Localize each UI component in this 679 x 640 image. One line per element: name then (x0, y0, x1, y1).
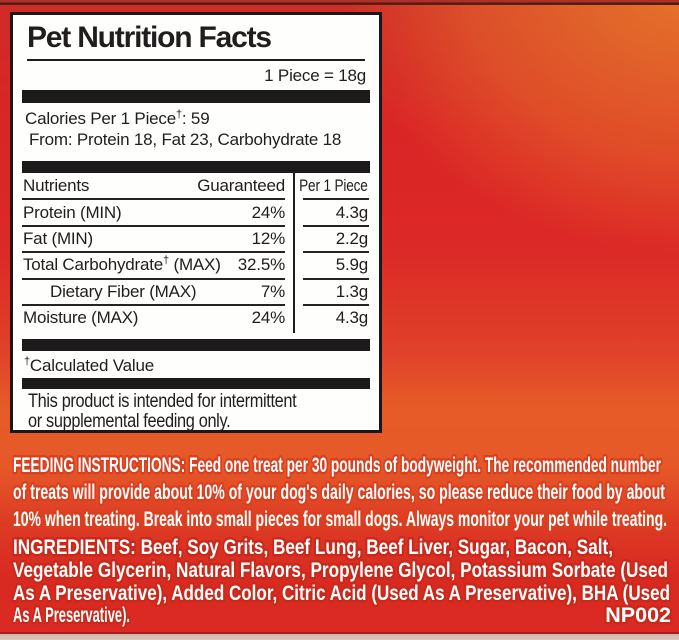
feeding-line: 10% when treating. Break into small piec… (13, 508, 667, 531)
nutrient-name: Protein (MIN) (23, 202, 122, 222)
feeding-line: of treats will provide about 10% of your… (13, 481, 665, 504)
note-line: This product is intended for intermitten… (28, 391, 297, 412)
guaranteed-value: 24% (251, 202, 286, 222)
calculated-value-footnote: †Calculated Value (24, 356, 154, 376)
pet-nutrition-facts-panel: Pet Nutrition Facts 1 Piece = 18g Calori… (10, 12, 382, 433)
feeding-purpose-note: This product is intended for intermitten… (28, 391, 297, 432)
nutrient-name-suffix: (MAX) (168, 255, 221, 275)
product-code: NP002 (605, 603, 671, 627)
guaranteed-value: 12% (251, 228, 286, 248)
col-header-per-piece: Per 1 Piece (282, 176, 368, 196)
guaranteed-value: 7% (260, 281, 285, 301)
note-line: or supplemental feeding only. (28, 410, 231, 432)
bag-bottom-edge (0, 634, 679, 640)
calories-line: Calories Per 1 Piece†: 59 (25, 108, 341, 129)
per-piece-value: 2.2g (335, 228, 368, 248)
calories-from-line: From: Protein 18, Fat 23, Carbohydrate 1… (29, 130, 342, 149)
bag-top-edge (0, 0, 679, 5)
per-piece-value: 1.3g (335, 281, 368, 301)
col-header-nutrients: Nutrients (23, 176, 90, 196)
nutrient-name: Fat (MIN) (23, 228, 93, 248)
ingredients-line: As A Preservative), Added Color, Citric … (13, 581, 670, 605)
per-piece-value: 5.9g (335, 255, 368, 275)
dagger-mark: † (24, 355, 30, 368)
nutrient-name: Moisture (MAX) (23, 308, 139, 328)
ingredients-line: As A Preservative). (13, 603, 130, 627)
divider-bar-4 (22, 378, 370, 389)
table-row: Moisture (MAX) 24% 4.3g (22, 305, 370, 331)
table-row: Fat (MIN) 12% 2.2g (22, 226, 370, 254)
nutrient-name: Dietary Fiber (MAX) (50, 281, 197, 301)
ingredients-line: Vegetable Glycerin, Natural Flavors, Pro… (13, 558, 668, 582)
col-header-guaranteed: Guaranteed (197, 176, 285, 196)
table-row: Dietary Fiber (MAX) 7% 1.3g (22, 279, 370, 307)
dagger-mark: † (163, 254, 169, 267)
divider-bar-1 (22, 90, 370, 103)
footnote-text: Calculated Value (29, 356, 154, 375)
per-piece-value: 4.3g (335, 308, 368, 328)
divider-bar-2 (22, 161, 370, 173)
feeding-instructions: FEEDING INSTRUCTIONS: Feed one treat per… (11, 452, 670, 534)
calories-value: : 59 (181, 109, 210, 128)
dagger-mark: † (175, 108, 182, 121)
nutrient-name-text: Total Carbohydrate (23, 255, 164, 275)
nutrient-name: Total Carbohydrate† (MAX) (22, 255, 221, 275)
feeding-line: FEEDING INSTRUCTIONS: Feed one treat per… (13, 454, 661, 477)
panel-title: Pet Nutrition Facts (27, 21, 272, 54)
guaranteed-value: 24% (251, 308, 286, 328)
title-rule (27, 59, 365, 61)
table-row: Total Carbohydrate† (MAX) 32.5% 5.9g (22, 252, 370, 280)
guaranteed-value: 32.5% (237, 255, 285, 275)
calories-text: Calories Per 1 Piece (25, 109, 176, 128)
calories-block: Calories Per 1 Piece†: 59 From: Protein … (25, 108, 341, 150)
col-header-per-piece-text: Per 1 Piece (299, 176, 368, 196)
ingredients-line: INGREDIENTS: Beef, Soy Grits, Beef Lung,… (13, 535, 613, 559)
table-header-row: Nutrients Guaranteed Per 1 Piece (22, 173, 370, 201)
serving-size: 1 Piece = 18g (264, 66, 366, 85)
divider-bar-3 (22, 339, 370, 351)
bag-bottom-seam (0, 632, 679, 634)
table-row: Protein (MIN) 24% 4.3g (22, 199, 370, 228)
nutrients-table: Nutrients Guaranteed Per 1 Piece Protein… (22, 173, 370, 333)
ingredients-list: INGREDIENTS: Beef, Soy Grits, Beef Lung,… (11, 533, 674, 630)
column-divider (293, 173, 295, 333)
per-piece-value: 4.3g (335, 202, 368, 222)
